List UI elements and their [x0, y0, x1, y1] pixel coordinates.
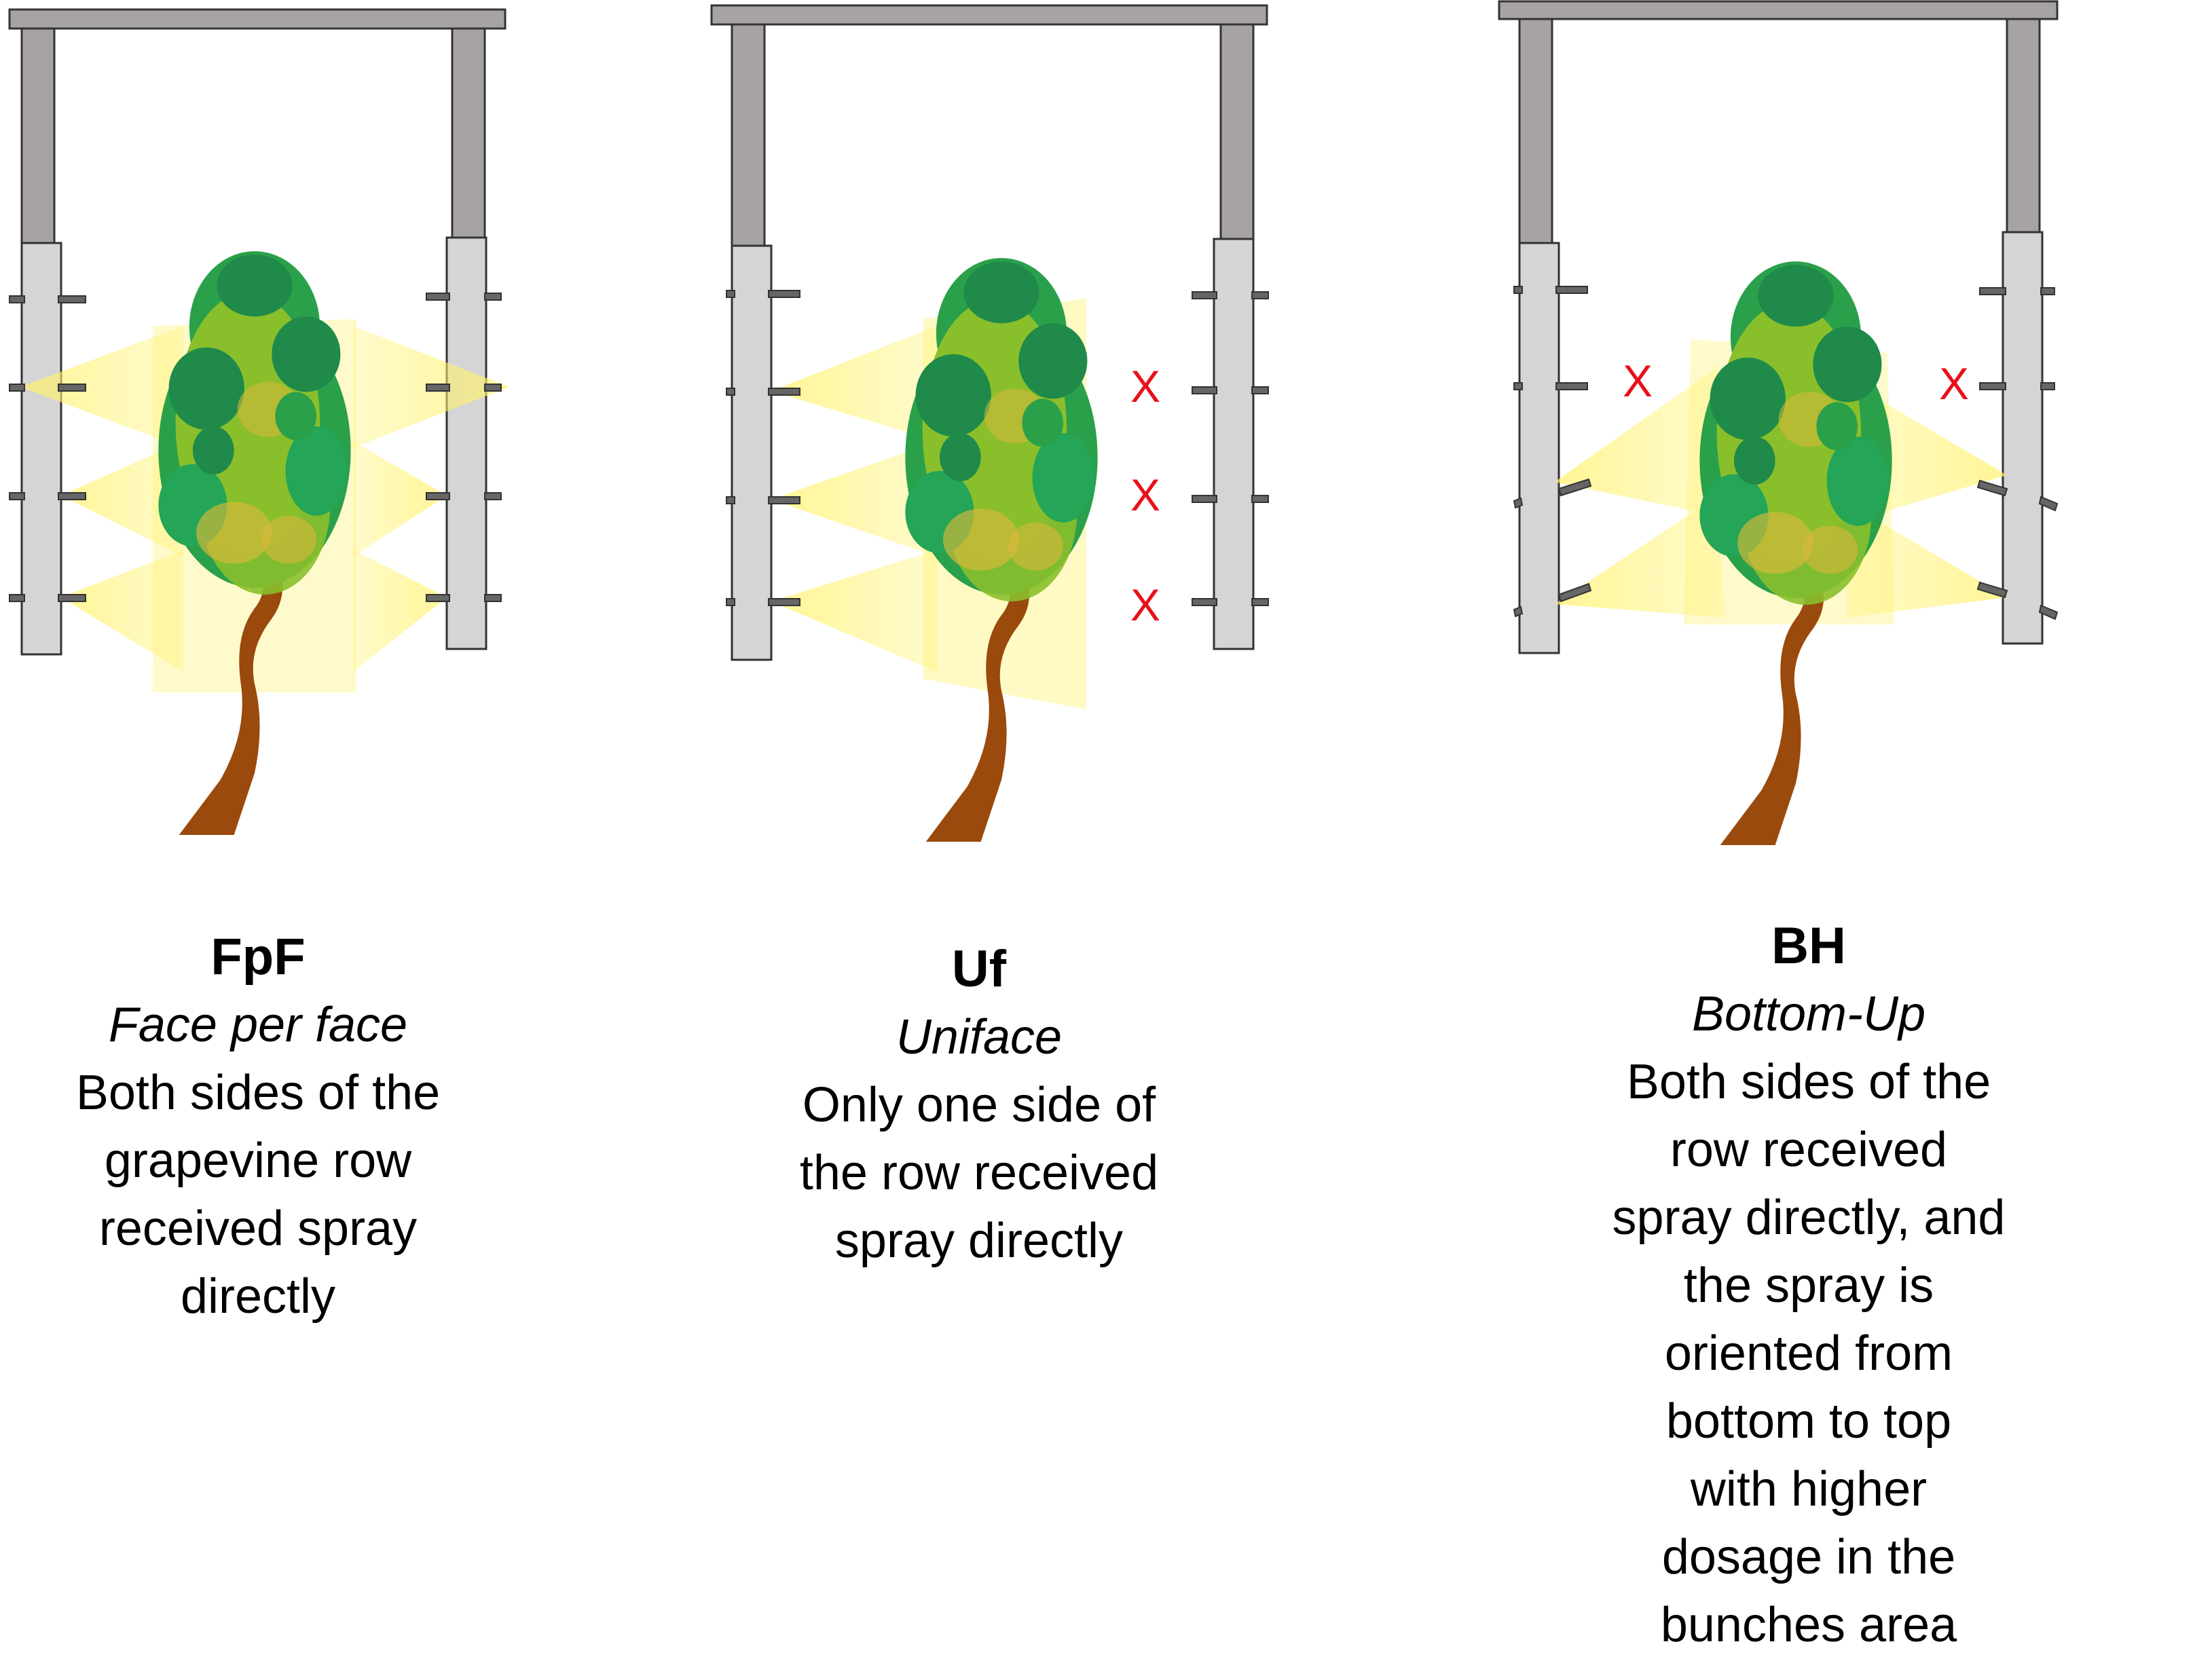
nozzles-fpf	[9, 293, 502, 602]
method-description-line: grapevine row	[104, 1134, 412, 1188]
method-description-line: spray directly	[834, 1214, 1124, 1268]
frame-top-beam	[710, 4, 1268, 26]
panel-uf: X X X	[710, 4, 1269, 842]
frame-right-post	[1219, 23, 1255, 244]
method-description-line: Both sides of the row received	[1626, 1055, 1991, 1177]
panel-bh: X X	[1498, 0, 2059, 845]
method-description-line: directly	[180, 1269, 336, 1324]
method-name: Face per face	[108, 998, 408, 1052]
right-sprayer-tower	[445, 236, 487, 650]
spray-configuration-diagram: X X X X	[8, 0, 2059, 845]
frame-left-post	[20, 27, 56, 247]
left-sprayer-tower	[20, 242, 62, 656]
method-description-line: Both sides of the	[75, 1066, 441, 1120]
frame-right-post	[451, 27, 486, 242]
method-code: Uf	[951, 940, 1007, 998]
method-description-line: spray directly, and the spray is	[1612, 1191, 2006, 1313]
method-description-line: oriented from bottom to top	[1664, 1326, 1953, 1449]
x-mark-uf-3: X	[1130, 580, 1160, 630]
frame-top-beam	[1498, 0, 2059, 20]
x-mark-uf-1: X	[1130, 361, 1160, 411]
method-description-line: with higher dosage in the	[1661, 1462, 1956, 1584]
left-sprayer-tower	[731, 244, 773, 661]
left-sprayer-tower	[1518, 242, 1560, 654]
method-description-line: Only one side of	[802, 1078, 1156, 1132]
method-description-line: the row received	[799, 1146, 1159, 1200]
caption-bh: BH Bottom-Up Both sides of the row recei…	[1607, 912, 2010, 1659]
right-sprayer-tower	[2002, 231, 2044, 645]
method-description-line: bunches area	[1660, 1598, 1957, 1652]
right-sprayer-tower	[1213, 238, 1255, 650]
nozzles-uf	[726, 290, 1269, 606]
method-description-line: received spray	[98, 1201, 418, 1256]
method-name: Uniface	[896, 1010, 1063, 1064]
frame-top-beam	[8, 8, 506, 30]
frame-left-post	[731, 23, 766, 250]
x-mark-uf-2: X	[1130, 470, 1160, 520]
nozzles-bh	[1513, 286, 2059, 620]
method-code: BH	[1771, 917, 1846, 975]
x-mark-bh-right: X	[1939, 358, 1969, 409]
x-mark-bh-left: X	[1623, 356, 1653, 406]
method-name: Bottom-Up	[1691, 987, 1926, 1041]
frame-left-post	[1518, 18, 1553, 248]
panel-fpf	[8, 8, 509, 835]
method-code: FpF	[210, 928, 306, 986]
caption-uf: Uf Uniface Only one side of the row rece…	[800, 935, 1158, 1275]
frame-right-post	[2006, 18, 2041, 236]
caption-fpf: FpF Face per face Both sides of the grap…	[76, 923, 440, 1330]
